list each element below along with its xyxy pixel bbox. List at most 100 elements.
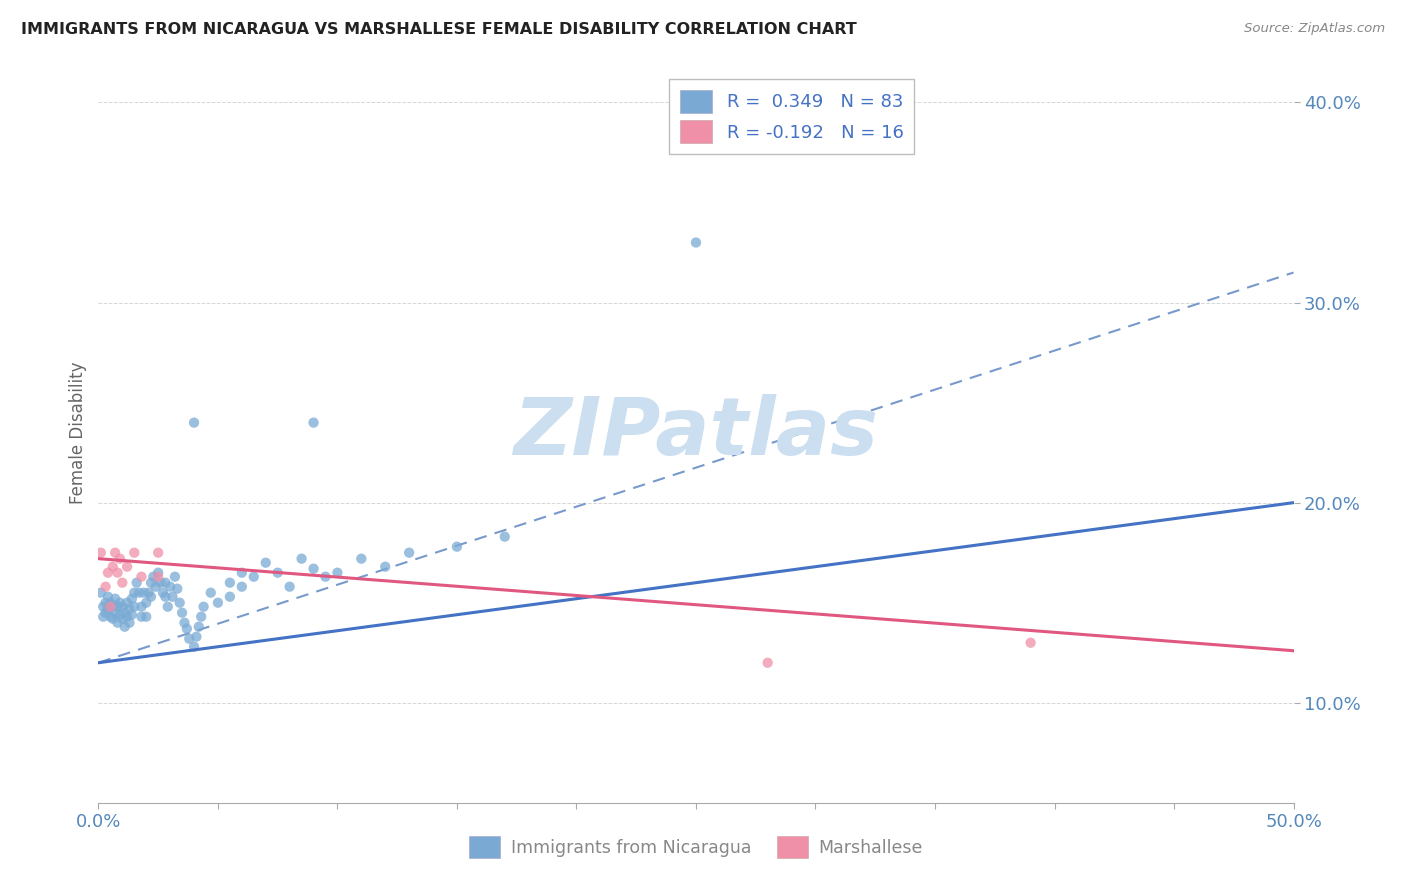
Point — [104, 546, 127, 560]
Point — [162, 590, 184, 604]
Point — [101, 612, 124, 626]
Point — [193, 599, 215, 614]
Point — [97, 566, 120, 580]
Point — [186, 630, 208, 644]
Point — [94, 606, 117, 620]
Point — [302, 416, 325, 430]
Point — [98, 609, 122, 624]
Point — [315, 570, 337, 584]
Point — [179, 632, 201, 646]
Point — [124, 546, 146, 560]
Point — [114, 620, 136, 634]
Point — [135, 609, 157, 624]
Point — [104, 591, 127, 606]
Point — [132, 585, 155, 599]
Point — [98, 599, 122, 614]
Point — [148, 570, 170, 584]
Point — [1019, 636, 1042, 650]
Point — [398, 546, 420, 560]
Point — [187, 620, 209, 634]
Point — [291, 551, 314, 566]
Point — [108, 551, 131, 566]
Point — [494, 530, 516, 544]
Point — [173, 615, 195, 630]
Point — [97, 590, 120, 604]
Point — [169, 596, 191, 610]
Point — [326, 566, 349, 580]
Point — [97, 601, 120, 615]
Point — [131, 570, 153, 584]
Text: ZIPatlas: ZIPatlas — [513, 393, 879, 472]
Point — [111, 575, 134, 590]
Point — [90, 585, 112, 599]
Point — [107, 615, 129, 630]
Point — [139, 590, 162, 604]
Point — [111, 599, 134, 614]
Point — [219, 575, 242, 590]
Text: IMMIGRANTS FROM NICARAGUA VS MARSHALLESE FEMALE DISABILITY CORRELATION CHART: IMMIGRANTS FROM NICARAGUA VS MARSHALLESE… — [21, 22, 856, 37]
Point — [128, 585, 150, 599]
Point — [374, 559, 396, 574]
Point — [149, 575, 172, 590]
Point — [142, 570, 165, 584]
Point — [115, 609, 138, 624]
Point — [111, 612, 134, 626]
Point — [243, 570, 266, 584]
Point — [121, 607, 143, 622]
Point — [148, 546, 170, 560]
Point — [124, 585, 146, 599]
Point — [172, 606, 194, 620]
Point — [108, 596, 131, 610]
Point — [145, 580, 167, 594]
Point — [115, 596, 138, 610]
Point — [219, 590, 242, 604]
Point — [207, 596, 229, 610]
Point — [254, 556, 277, 570]
Point — [118, 615, 141, 630]
Point — [231, 566, 253, 580]
Point — [152, 585, 174, 599]
Point — [90, 546, 112, 560]
Point — [138, 585, 160, 599]
Point — [350, 551, 373, 566]
Text: Source: ZipAtlas.com: Source: ZipAtlas.com — [1244, 22, 1385, 36]
Point — [91, 609, 114, 624]
Point — [183, 416, 205, 430]
Point — [685, 235, 707, 250]
Point — [135, 596, 157, 610]
Point — [176, 622, 198, 636]
Point — [159, 580, 181, 594]
Legend: R =  0.349   N = 83, R = -0.192   N = 16: R = 0.349 N = 83, R = -0.192 N = 16 — [669, 78, 914, 154]
Point — [231, 580, 253, 594]
Point — [94, 580, 117, 594]
Point — [190, 609, 212, 624]
Point — [446, 540, 468, 554]
Point — [139, 575, 162, 590]
Point — [91, 599, 114, 614]
Point — [183, 640, 205, 654]
Point — [115, 559, 138, 574]
Point — [200, 585, 222, 599]
Point — [131, 599, 153, 614]
Point — [107, 599, 129, 614]
Point — [107, 566, 129, 580]
Point — [118, 601, 141, 615]
Point — [101, 559, 124, 574]
Point — [125, 575, 148, 590]
Point — [302, 562, 325, 576]
Point — [131, 609, 153, 624]
Point — [267, 566, 290, 580]
Point — [98, 596, 122, 610]
Point — [278, 580, 301, 594]
Point — [163, 570, 186, 584]
Point — [94, 596, 117, 610]
Point — [101, 599, 124, 614]
Y-axis label: Female Disability: Female Disability — [69, 361, 87, 504]
Point — [166, 582, 188, 596]
Point — [156, 599, 179, 614]
Point — [104, 606, 127, 620]
Point — [155, 575, 177, 590]
Point — [155, 590, 177, 604]
Point — [121, 591, 143, 606]
Point — [108, 607, 131, 622]
